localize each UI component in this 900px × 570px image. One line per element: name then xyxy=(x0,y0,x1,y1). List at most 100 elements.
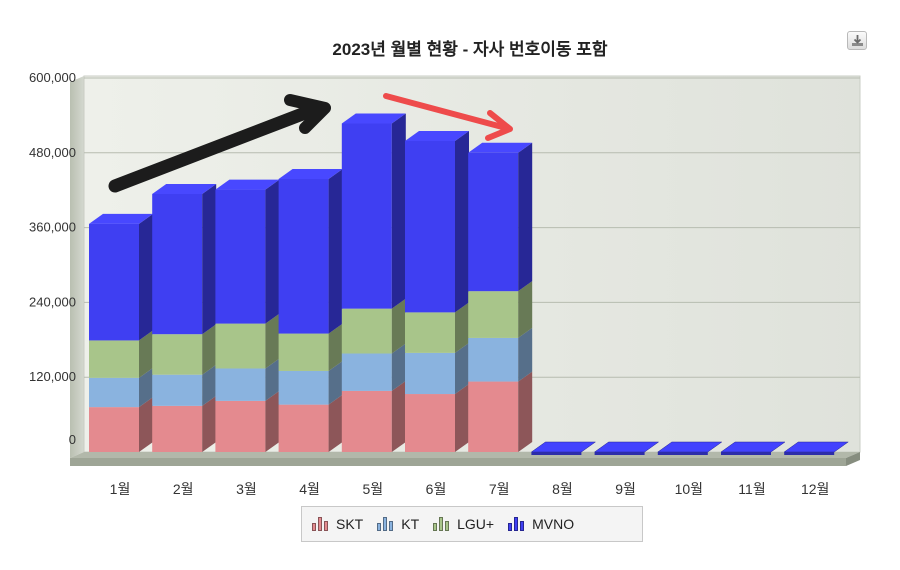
bar-skt-side xyxy=(455,384,469,452)
bar-kt[interactable] xyxy=(278,370,329,405)
bar-lgu-side xyxy=(391,298,406,354)
bar-mvno[interactable] xyxy=(215,189,266,324)
x-tick-label: 5월 xyxy=(362,481,383,497)
legend-label: MVNO xyxy=(532,516,575,532)
bar-lgu[interactable] xyxy=(405,312,455,353)
bar-lgu-side xyxy=(455,302,469,353)
trend-up-arrow-line xyxy=(108,101,325,193)
bar-chart-icon xyxy=(433,516,451,532)
bar-skt-side xyxy=(518,371,533,452)
bar-lgu[interactable] xyxy=(468,291,519,338)
bar-mvno[interactable] xyxy=(341,123,392,309)
legend: SKT KT LGU+ MVNO xyxy=(301,506,643,542)
bar-mvno[interactable] xyxy=(89,223,139,341)
x-axis: 1월 2월 3월 4월 5월 6월 7월 8월 9월 10월 11월 12월 xyxy=(110,481,830,497)
bar-kt-side xyxy=(139,367,153,408)
bar-stack xyxy=(593,441,660,455)
x-tick-label: 12월 xyxy=(801,481,829,497)
bar-mvno[interactable] xyxy=(152,193,203,335)
y-tick-label: 0 xyxy=(69,432,76,447)
bar-stack xyxy=(720,441,786,455)
bar-stack xyxy=(278,168,343,452)
bar-kt[interactable] xyxy=(468,337,519,382)
plot-left-wall xyxy=(70,76,84,458)
x-tick-label: 1월 xyxy=(110,481,131,497)
x-tick-label: 9월 xyxy=(615,481,636,497)
export-button[interactable] xyxy=(847,31,867,50)
bar-skt[interactable] xyxy=(405,394,455,452)
y-tick-label: 480,000 xyxy=(29,145,76,160)
y-tick-label: 360,000 xyxy=(29,220,76,235)
bar-mvno-side xyxy=(391,113,406,309)
bar-mvno-side xyxy=(202,183,217,335)
bar-stack xyxy=(405,130,469,452)
plot-floor-side xyxy=(846,452,860,466)
bar-empty-front xyxy=(531,452,582,455)
bar-chart-icon xyxy=(377,516,395,532)
bar-skt[interactable] xyxy=(215,400,266,452)
x-tick-label: 2월 xyxy=(173,481,194,497)
bar-stack xyxy=(468,142,533,452)
bar-kt[interactable] xyxy=(152,374,203,406)
bar-kt[interactable] xyxy=(341,353,392,391)
bar-kt-side xyxy=(518,327,533,382)
bar-chart-icon xyxy=(508,516,526,532)
legend-item-lgu[interactable]: LGU+ xyxy=(433,516,494,532)
bar-skt[interactable] xyxy=(152,405,203,452)
bar-skt[interactable] xyxy=(341,390,392,452)
bar-kt[interactable] xyxy=(89,377,139,408)
bar-stack xyxy=(215,179,280,452)
bar-stack xyxy=(530,441,597,455)
trend-up-arrow-head xyxy=(284,94,331,134)
bar-mvno-top xyxy=(405,130,469,141)
y-tick-label: 120,000 xyxy=(29,369,76,384)
y-axis: 600,000 480,000 360,000 240,000 120,000 0 xyxy=(29,70,76,447)
bar-mvno-top xyxy=(341,113,406,124)
y-tick-label: 600,000 xyxy=(29,70,76,85)
bar-empty-front xyxy=(784,452,835,455)
bar-skt-side xyxy=(202,395,217,452)
bar-lgu-side xyxy=(265,313,280,369)
bar-lgu[interactable] xyxy=(215,323,266,369)
bar-mvno[interactable] xyxy=(468,152,519,292)
bar-lgu[interactable] xyxy=(341,308,392,354)
bar-skt[interactable] xyxy=(278,404,329,452)
bar-mvno-side xyxy=(139,213,153,341)
bar-skt-side xyxy=(391,380,406,452)
bar-mvno-top xyxy=(89,213,153,224)
bar-lgu[interactable] xyxy=(152,334,203,375)
bar-stack xyxy=(783,441,849,455)
bar-lgu-side xyxy=(139,330,153,378)
bar-mvno-side xyxy=(518,142,533,292)
bar-mvno[interactable] xyxy=(405,140,455,313)
legend-label: SKT xyxy=(336,516,364,532)
bar-kt[interactable] xyxy=(215,368,266,401)
x-tick-label: 11월 xyxy=(738,481,765,497)
legend-item-mvno[interactable]: MVNO xyxy=(508,516,574,532)
bar-lgu[interactable] xyxy=(278,333,329,371)
bar-skt-side xyxy=(265,390,280,452)
bar-kt[interactable] xyxy=(405,352,455,395)
bar-kt-side xyxy=(391,343,406,391)
bar-lgu[interactable] xyxy=(89,340,139,378)
legend-item-kt[interactable]: KT xyxy=(377,516,419,532)
bar-mvno-side xyxy=(265,179,280,324)
bar-skt[interactable] xyxy=(468,381,519,452)
x-tick-label: 4월 xyxy=(299,481,320,497)
trend-down-arrow-line xyxy=(383,93,509,131)
y-tick-label: 240,000 xyxy=(29,294,76,309)
bar-lgu-side xyxy=(328,323,343,371)
bar-kt-side xyxy=(265,358,280,401)
bar-mvno-top xyxy=(278,168,343,179)
legend-item-skt[interactable]: SKT xyxy=(312,516,363,532)
bar-skt[interactable] xyxy=(89,407,139,452)
bar-kt-side xyxy=(202,364,217,406)
bar-empty-front xyxy=(721,452,771,455)
bar-mvno-side xyxy=(328,168,343,334)
bar-mvno-side xyxy=(455,130,469,313)
x-tick-label: 6월 xyxy=(426,481,447,497)
bar-lgu-side xyxy=(518,281,533,338)
bar-empty-front xyxy=(594,452,645,455)
bar-mvno[interactable] xyxy=(278,178,329,334)
bar-stack xyxy=(89,213,153,452)
